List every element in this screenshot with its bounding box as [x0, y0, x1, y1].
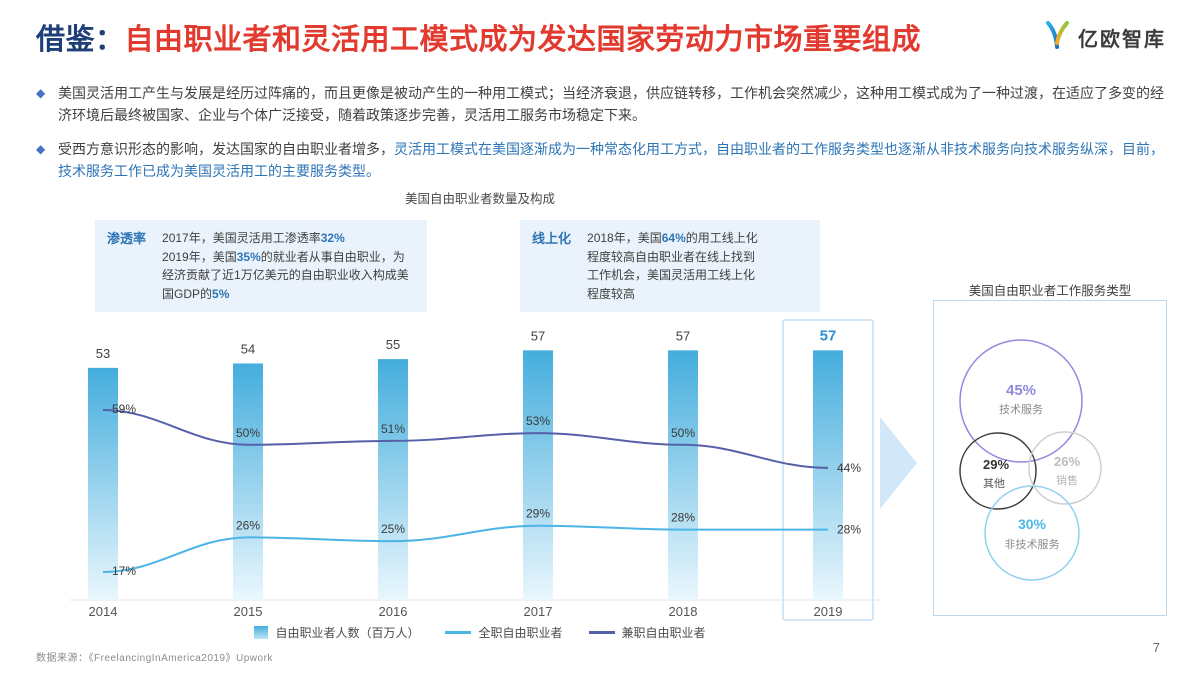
- page-title: 借鉴：自由职业者和灵活用工模式成为发达国家劳动力市场重要组成: [36, 16, 921, 58]
- logo-text: 亿欧智库: [1078, 29, 1166, 51]
- brand-logo: 亿欧智库: [1042, 20, 1166, 55]
- svg-text:55: 55: [386, 337, 400, 352]
- title-prefix: 借鉴：: [36, 24, 125, 56]
- logo-icon: [1042, 20, 1072, 55]
- venn-value-other: 29%: [983, 457, 1009, 472]
- svg-text:50%: 50%: [236, 426, 260, 440]
- line-swatch-icon: [445, 631, 472, 634]
- callout-text: 2017年，美国灵活用工渗透率32% 2019年，美国35%的就业者从事自由职业，…: [162, 231, 409, 301]
- venn-circle-tech: [959, 339, 1083, 463]
- svg-text:50%: 50%: [671, 426, 695, 440]
- svg-text:29%: 29%: [526, 507, 550, 521]
- svg-text:53: 53: [96, 346, 110, 361]
- bar-swatch-icon: [254, 626, 269, 639]
- legend-label: 全职自由职业者: [478, 626, 563, 640]
- venn-title: 美国自由职业者工作服务类型: [968, 284, 1132, 298]
- venn-label-other: 其他: [983, 477, 1005, 490]
- svg-text:28%: 28%: [671, 511, 695, 525]
- legend-label: 兼职自由职业者: [621, 626, 706, 640]
- svg-text:57: 57: [676, 328, 690, 343]
- callout-penetration: 渗透率 2017年，美国灵活用工渗透率32% 2019年，美国35%的就业者从事自…: [95, 220, 427, 312]
- venn-diagram: 45% 技术服务 29% 其他 26% 销售 30% 非技术服务: [959, 339, 1102, 581]
- bullet-text-1: 美国灵活用工产生与发展是经历过阵痛的，而且更像是被动产生的一种用工模式；当经济衰…: [58, 85, 1164, 124]
- svg-text:51%: 51%: [381, 422, 405, 436]
- svg-text:57: 57: [531, 328, 545, 343]
- svg-text:26%: 26%: [236, 518, 260, 532]
- data-source: 数据来源：《FreelancingInAmerica2019》Upwork: [36, 653, 273, 664]
- service-type-venn: 45% 技术服务 29% 其他 26% 销售 30% 非技术服务: [933, 300, 1167, 616]
- svg-text:2016: 2016: [379, 604, 408, 619]
- svg-text:54: 54: [241, 341, 255, 356]
- chart-legend: 自由职业者人数（百万人） 全职自由职业者 兼职自由职业者: [60, 624, 900, 641]
- legend-label: 自由职业者人数（百万人）: [275, 626, 420, 640]
- venn-label-sales: 销售: [1056, 473, 1078, 487]
- venn-circle-nontech: [984, 485, 1080, 581]
- page-number: 7: [1152, 640, 1160, 655]
- venn-value-nontech: 30%: [1018, 516, 1047, 532]
- callout-label: 渗透率: [107, 231, 147, 246]
- svg-text:2017: 2017: [524, 604, 553, 619]
- venn-label-nontech: 非技术服务: [1005, 538, 1060, 551]
- svg-text:57: 57: [820, 327, 837, 344]
- freelancer-bar-line-chart: 53 2014 54 2015 55 2016 57 2017 57 2018 57 2019 17% 2…: [70, 319, 880, 621]
- svg-text:59%: 59%: [112, 402, 136, 416]
- legend-item-fulltime: 全职自由职业者: [445, 624, 563, 641]
- venn-label-tech: 技术服务: [999, 403, 1043, 416]
- legend-item-parttime: 兼职自由职业者: [588, 624, 706, 641]
- svg-text:2018: 2018: [669, 604, 698, 619]
- svg-text:53%: 53%: [526, 414, 550, 428]
- venn-circle-other: [959, 432, 1037, 510]
- bullet-text-2: 受西方意识形态的影响，发达国家的自由职业者增多，灵活用工模式在美国逐渐成为一种常…: [58, 140, 1164, 180]
- chart-title: 美国自由职业者数量及构成: [404, 192, 555, 206]
- venn-value-tech: 45%: [1006, 382, 1036, 399]
- svg-text:25%: 25%: [381, 522, 405, 536]
- diamond-bullet-icon: ◆: [36, 86, 46, 100]
- key-points: ◆ 美国灵活用工产生与发展是经历过阵痛的，而且更像是被动产生的一种用工模式；当经…: [36, 82, 1164, 194]
- callout-label: 线上化: [532, 231, 572, 246]
- bullet-item-1: ◆ 美国灵活用工产生与发展是经历过阵痛的，而且更像是被动产生的一种用工模式；当经…: [36, 82, 1164, 127]
- legend-item-bars: 自由职业者人数（百万人）: [254, 624, 419, 641]
- svg-text:2015: 2015: [234, 604, 263, 619]
- venn-value-sales: 26%: [1054, 454, 1080, 469]
- venn-circle-sales: [1028, 431, 1102, 505]
- svg-text:2014: 2014: [89, 604, 118, 619]
- svg-text:44%: 44%: [837, 461, 861, 475]
- line-swatch-icon: [588, 631, 615, 634]
- bullet-item-2: ◆ 受西方意识形态的影响，发达国家的自由职业者增多，灵活用工模式在美国逐渐成为一…: [36, 138, 1164, 183]
- callout-online: 线上化 2018年，美国64%的用工线上化程度较高自由职业者在线上找到工作机会，…: [520, 220, 820, 312]
- callout-text: 2018年，美国64%的用工线上化程度较高自由职业者在线上找到工作机会，美国灵活…: [587, 231, 758, 301]
- arrow-right-icon: [880, 417, 917, 509]
- svg-text:17%: 17%: [112, 564, 136, 578]
- diamond-bullet-icon: ◆: [36, 141, 46, 156]
- svg-text:28%: 28%: [837, 523, 861, 537]
- svg-text:2019: 2019: [814, 604, 843, 619]
- title-main: 自由职业者和灵活用工模式成为发达国家劳动力市场重要组成: [124, 24, 922, 56]
